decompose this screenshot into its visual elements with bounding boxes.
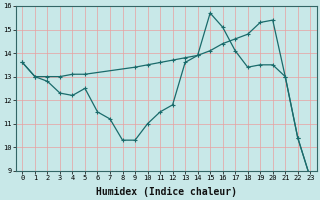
X-axis label: Humidex (Indice chaleur): Humidex (Indice chaleur) [96, 186, 237, 197]
